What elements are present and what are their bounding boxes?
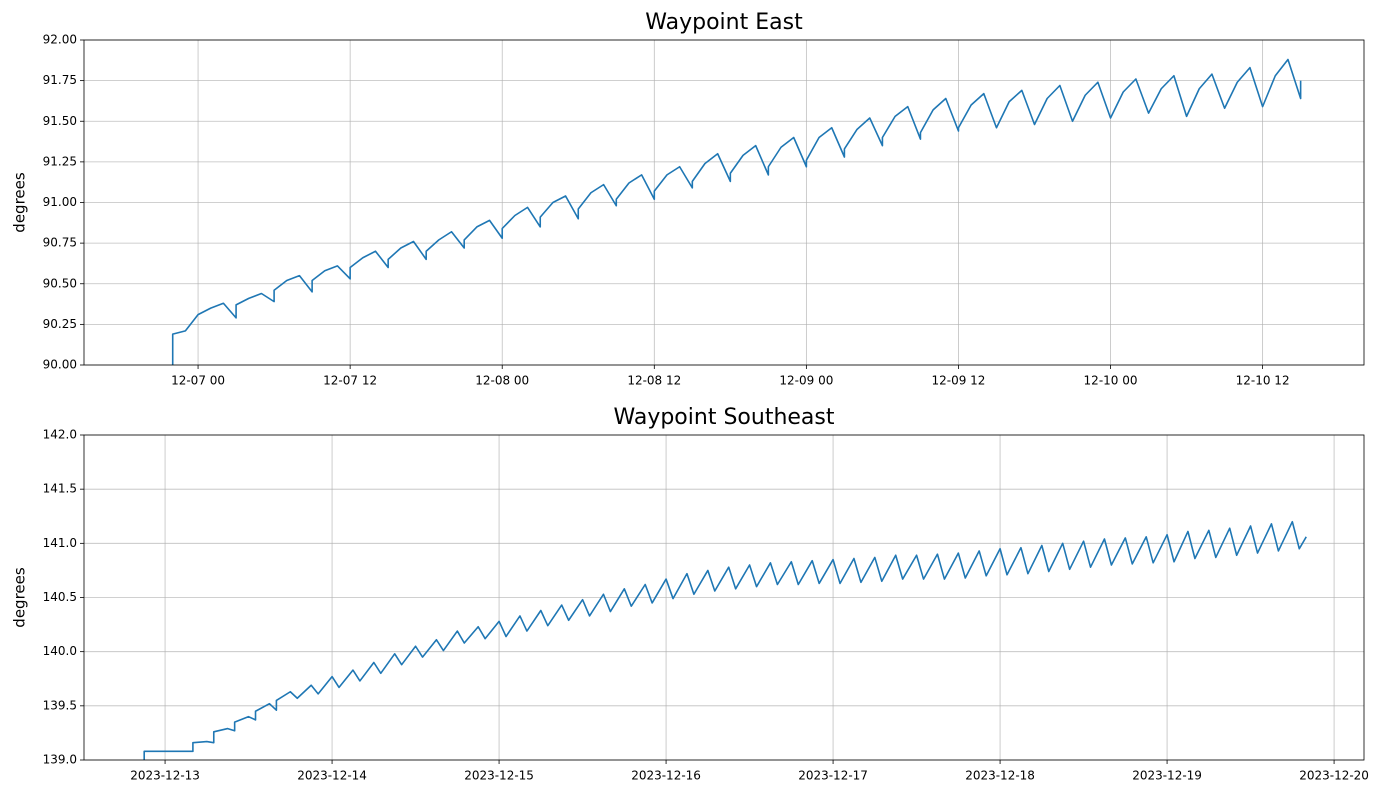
- x-tick-label: 2023-12-14: [297, 769, 367, 783]
- data-line: [171, 58, 1302, 365]
- y-tick-label: 90.50: [43, 276, 77, 290]
- plot-frame: [83, 434, 1365, 761]
- x-tick-label: 2023-12-20: [1299, 769, 1369, 783]
- x-tick-label: 2023-12-17: [798, 769, 868, 783]
- x-tick-label: 2023-12-18: [965, 769, 1035, 783]
- y-tick-label: 90.75: [43, 236, 77, 250]
- y-tick-label: 140.0: [43, 644, 77, 658]
- x-tick-label: 2023-12-13: [130, 769, 200, 783]
- x-tick-label: 12-09 12: [931, 374, 985, 388]
- y-tick-label: 140.5: [43, 590, 77, 604]
- y-tick-label: 91.25: [43, 154, 77, 168]
- y-tick-label: 90.00: [43, 358, 77, 372]
- x-tick-label: 2023-12-16: [631, 769, 701, 783]
- y-tick-label: 92.00: [43, 33, 77, 47]
- y-tick-label: 139.0: [43, 753, 77, 767]
- x-tick-label: 12-09 00: [779, 374, 833, 388]
- plot-frame: [83, 39, 1365, 366]
- y-axis-label: degrees: [11, 172, 29, 233]
- y-axis-label: degrees: [11, 567, 29, 628]
- y-tick-label: 142.0: [43, 428, 77, 442]
- chart-title: Waypoint Southeast: [614, 405, 835, 430]
- x-tick-label: 12-08 00: [475, 374, 529, 388]
- y-tick-label: 139.5: [43, 698, 77, 712]
- y-tick-label: 91.75: [43, 73, 77, 87]
- y-tick-label: 91.00: [43, 195, 77, 209]
- data-line: [143, 520, 1307, 760]
- y-tick-label: 91.50: [43, 114, 77, 128]
- y-tick-label: 141.5: [43, 482, 77, 496]
- x-tick-label: 12-10 12: [1236, 374, 1290, 388]
- x-tick-label: 12-07 12: [323, 374, 377, 388]
- x-tick-label: 12-07 00: [171, 374, 225, 388]
- x-tick-label: 12-08 12: [627, 374, 681, 388]
- x-tick-label: 12-10 00: [1084, 374, 1138, 388]
- y-tick-label: 141.0: [43, 536, 77, 550]
- chart-title: Waypoint East: [645, 10, 803, 35]
- y-tick-label: 90.25: [43, 317, 77, 331]
- x-tick-label: 2023-12-15: [464, 769, 534, 783]
- x-tick-label: 2023-12-19: [1132, 769, 1202, 783]
